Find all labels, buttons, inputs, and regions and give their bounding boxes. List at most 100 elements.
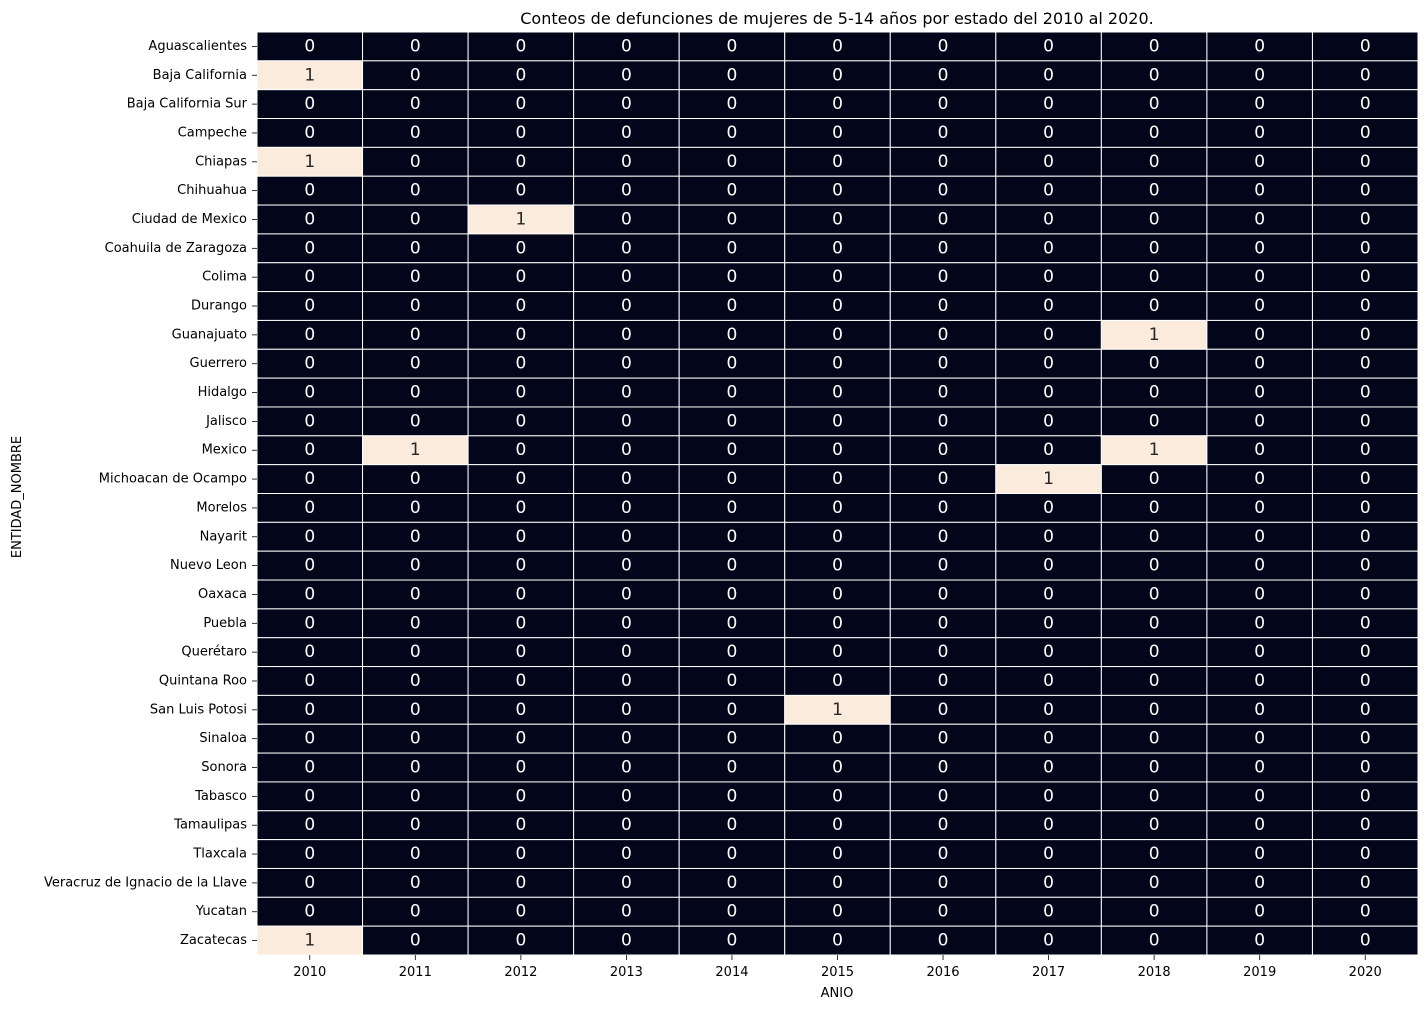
- cell-value-label: 0: [1254, 181, 1265, 201]
- cell-value-label: 0: [1043, 642, 1054, 662]
- cell-value-label: 0: [1043, 325, 1054, 345]
- cell-value-label: 0: [410, 36, 421, 56]
- cell-value-label: 0: [727, 671, 738, 691]
- cell-value-label: 0: [621, 94, 632, 114]
- cell-value-label: 0: [727, 815, 738, 835]
- cell-value-label: 0: [515, 642, 526, 662]
- cell-value-label: 0: [1149, 411, 1160, 431]
- heatmap-cell: [1311, 579, 1419, 610]
- cell-value-label: 0: [938, 931, 949, 951]
- cell-value-label: 0: [938, 498, 949, 518]
- heatmap-cell: [784, 810, 891, 841]
- heatmap-cell: [678, 348, 786, 379]
- cell-value-label: 0: [1254, 411, 1265, 431]
- heatmap-cell: [995, 521, 1102, 552]
- cell-value-label: 0: [938, 642, 949, 662]
- y-tick-label: Coahuila de Zaragoza: [105, 241, 247, 256]
- cell-value-label: 0: [832, 671, 843, 691]
- heatmap-cell: [1100, 146, 1208, 177]
- cell-value-label: 0: [304, 527, 315, 547]
- cell-value-label: 0: [1254, 36, 1265, 56]
- heatmap-cell: [362, 146, 469, 177]
- heatmap-cell: [256, 464, 364, 494]
- y-tick-label: Nuevo Leon: [170, 558, 247, 573]
- cell-value-label: 0: [1043, 902, 1054, 922]
- heatmap-cell: [889, 752, 997, 783]
- cell-value-label: 0: [410, 527, 421, 547]
- cell-value-label: 0: [621, 296, 632, 316]
- cell-value-label: 0: [1254, 584, 1265, 604]
- cell-value-label: 0: [938, 815, 949, 835]
- cell-value-label: 0: [938, 440, 949, 460]
- x-tick-label: 2011: [399, 965, 432, 980]
- cell-value-label: 0: [410, 729, 421, 749]
- heatmap-cell: [1311, 810, 1419, 841]
- cell-value-label: 0: [1149, 354, 1160, 374]
- cell-value-label: 0: [1254, 267, 1265, 287]
- cell-value-label: 0: [727, 36, 738, 56]
- cell-value-label: 0: [1043, 267, 1054, 287]
- cell-value-label: 1: [410, 440, 421, 460]
- heatmap-cell: [362, 521, 469, 552]
- cell-value-label: 0: [938, 36, 949, 56]
- cell-value-label: 0: [515, 613, 526, 633]
- cell-value-label: 0: [621, 498, 632, 518]
- heatmap-cell: [889, 406, 997, 437]
- cell-value-label: 0: [1254, 469, 1265, 489]
- cell-value-label: 0: [832, 873, 843, 893]
- cell-value-label: 0: [832, 65, 843, 85]
- cell-value-label: 0: [410, 296, 421, 316]
- cell-value-label: 0: [1254, 527, 1265, 547]
- cell-value-label: 0: [304, 440, 315, 460]
- x-tick-label: 2013: [610, 965, 643, 980]
- cell-value-label: 0: [1043, 873, 1054, 893]
- heatmap-cell: [467, 925, 575, 956]
- cell-value-label: 0: [1360, 181, 1371, 201]
- cell-value-label: 0: [1254, 296, 1265, 316]
- y-tick-label: Campeche: [178, 125, 247, 140]
- heatmap-cell: [467, 262, 575, 293]
- heatmap-cell: [995, 60, 1102, 91]
- y-tick-label: Michoacan de Ocampo: [99, 472, 247, 487]
- cell-value-label: 0: [621, 267, 632, 287]
- cell-value-label: 0: [1043, 296, 1054, 316]
- cell-value-label: 0: [1360, 383, 1371, 403]
- cell-value-label: 0: [1149, 209, 1160, 229]
- heatmap-cell: [573, 637, 680, 668]
- cell-value-label: 0: [621, 758, 632, 778]
- heatmap-cell: [362, 781, 469, 812]
- heatmap-cell: [678, 89, 786, 120]
- heatmap-cell: [1311, 435, 1419, 466]
- heatmap-cell: [995, 608, 1102, 639]
- heatmap-cell: [573, 233, 680, 264]
- cell-value-label: 0: [1149, 613, 1160, 633]
- cell-value-label: 0: [1254, 844, 1265, 864]
- cell-value-label: 0: [938, 758, 949, 778]
- cell-value-label: 0: [938, 383, 949, 403]
- heatmap-cell: [467, 896, 575, 927]
- heatmap-cell: [1206, 781, 1313, 812]
- heatmap-cell: [256, 521, 364, 552]
- cell-value-label: 0: [1360, 613, 1371, 633]
- cell-value-label: 1: [304, 152, 315, 172]
- cell-value-label: 0: [1043, 383, 1054, 403]
- cell-value-label: 0: [621, 671, 632, 691]
- cell-value-label: 0: [1149, 383, 1160, 403]
- cell-value-label: 0: [938, 65, 949, 85]
- heatmap-cell: [678, 291, 786, 321]
- heatmap-cell: [1206, 839, 1313, 869]
- heatmap-cell: [1311, 319, 1419, 350]
- heatmap-cell: [784, 175, 891, 206]
- heatmap-cell: [1206, 60, 1313, 91]
- x-tick-label: 2019: [1243, 965, 1276, 980]
- heatmap-cell: [678, 493, 786, 523]
- cell-value-label: 0: [1149, 267, 1160, 287]
- heatmap-cell: [1311, 925, 1419, 956]
- cell-value-label: 0: [1149, 527, 1160, 547]
- cell-value-label: 0: [1360, 584, 1371, 604]
- cell-value-label: 0: [1360, 94, 1371, 114]
- heatmap-cell: [1311, 406, 1419, 437]
- heatmap-cell: [784, 925, 891, 956]
- y-tick-label: Sinaloa: [199, 731, 247, 746]
- cell-value-label: 0: [410, 902, 421, 922]
